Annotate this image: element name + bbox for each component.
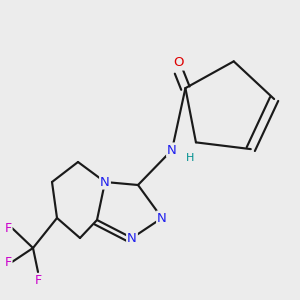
Text: O: O	[174, 56, 184, 70]
Text: N: N	[157, 212, 167, 224]
Text: N: N	[127, 232, 137, 244]
Text: F: F	[4, 256, 12, 268]
Text: N: N	[167, 143, 177, 157]
Text: H: H	[186, 153, 194, 163]
Text: N: N	[100, 176, 110, 188]
Text: F: F	[34, 274, 42, 287]
Text: F: F	[4, 221, 12, 235]
